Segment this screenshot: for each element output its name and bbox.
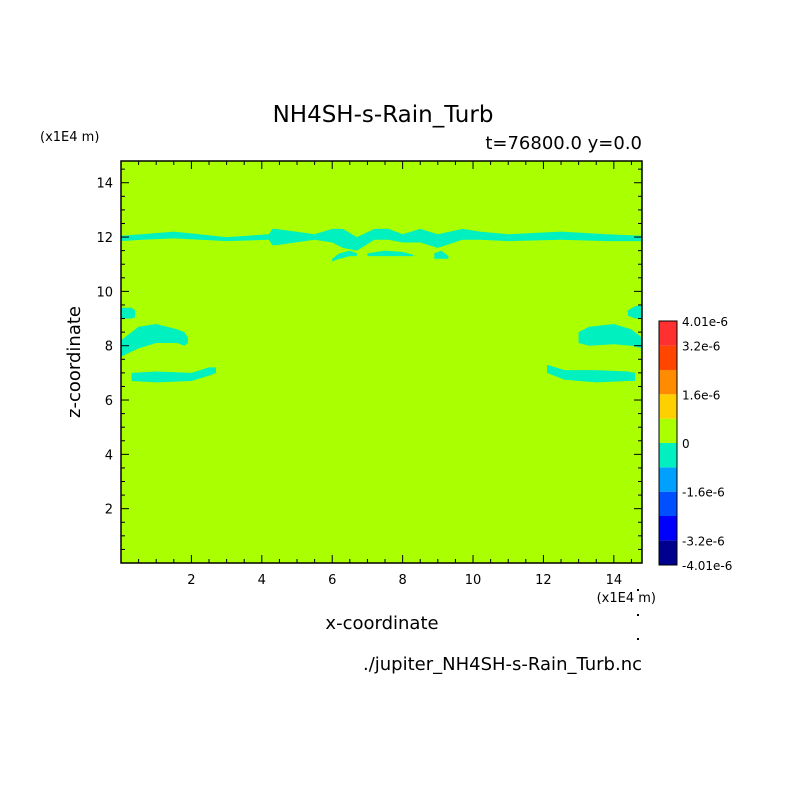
colorbar-swatch (659, 491, 677, 517)
plot-area: 2 4 6 8 10 12 14 2 4 6 8 10 12 14 (96, 160, 643, 588)
contour-region (332, 250, 357, 262)
y-tick-label: 14 (96, 177, 113, 192)
colorbar-swatch (659, 394, 677, 419)
colorbar-frame (658, 320, 678, 566)
y-tick-label: 12 (96, 231, 113, 246)
chart-subtitle: t=76800.0 y=0.0 (485, 133, 642, 154)
x-tick-label: 8 (398, 573, 406, 588)
x-tick-label: 4 (258, 573, 266, 588)
contour-regions (121, 228, 642, 383)
source-file-label: ./jupiter_NH4SH-s-Rain_Turb.nc (363, 654, 642, 675)
y-tick-label: 8 (105, 340, 113, 355)
colorbar-swatch (659, 516, 677, 541)
contour-region (578, 324, 642, 349)
colorbar-label: 1.6e-6 (682, 388, 720, 402)
colorbar-label: 3.2e-6 (682, 340, 720, 354)
x-tick-label: 14 (606, 573, 623, 588)
contour-region (547, 364, 635, 383)
x-axis-label: x-coordinate (325, 613, 438, 634)
x-unit-mark (637, 589, 639, 591)
y-axis-unit: (x1E4 m) (40, 130, 99, 145)
contour-region (434, 250, 449, 259)
y-tick-label: 2 (105, 503, 113, 518)
x-tick-label: 2 (187, 573, 195, 588)
colorbar-swatch (659, 369, 677, 395)
colorbar: 4.01e-6 3.2e-6 1.6e-6 0 -1.6e-6 -3.2e-6 -4.01e… (658, 315, 732, 573)
x-unit-mark (637, 614, 639, 616)
colorbar-label: 0 (682, 437, 690, 451)
colorbar-swatch (659, 443, 677, 468)
contour-region (121, 228, 642, 251)
contour-region (627, 305, 642, 319)
contour-region (121, 324, 188, 357)
x-tick-label: 12 (535, 573, 552, 588)
contour-region (121, 307, 136, 319)
x-axis-unit: (x1E4 m) (597, 591, 656, 606)
x-tick-label: 10 (465, 573, 482, 588)
colorbar-label: -1.6e-6 (682, 486, 725, 500)
y-axis-label: z-coordinate (64, 306, 85, 418)
colorbar-swatch (659, 321, 677, 346)
colorbar-swatch (659, 418, 677, 443)
contour-region (131, 367, 216, 383)
colorbar-label: 4.01e-6 (682, 315, 728, 329)
plot-frame (120, 160, 643, 564)
y-tick-label: 10 (96, 285, 113, 300)
y-tick-label: 4 (105, 448, 113, 463)
colorbar-swatch (659, 467, 677, 492)
colorbar-label: -4.01e-6 (682, 559, 732, 573)
plot-background (121, 161, 642, 563)
chart-title: NH4SH-s-Rain_Turb (273, 102, 494, 128)
colorbar-swatch (659, 540, 677, 565)
x-unit-mark (637, 638, 639, 640)
contour-region (367, 250, 414, 257)
axis-ticks: 2 4 6 8 10 12 14 2 4 6 8 10 12 14 (96, 161, 642, 588)
x-tick-label: 6 (328, 573, 336, 588)
y-tick-label: 6 (105, 394, 113, 409)
colorbar-label: -3.2e-6 (682, 534, 725, 548)
colorbar-swatch (659, 345, 677, 370)
